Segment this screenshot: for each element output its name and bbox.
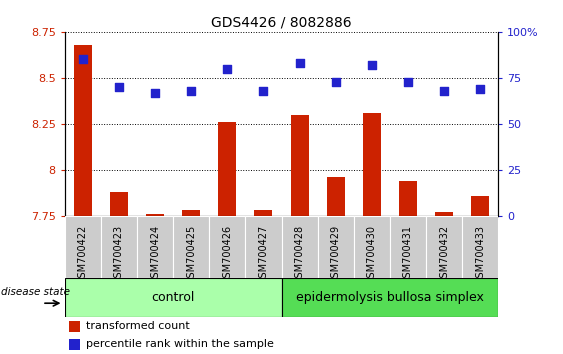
Bar [182, 210, 200, 216]
Text: GSM700432: GSM700432 [439, 225, 449, 284]
Bar [354, 216, 390, 278]
Bar [282, 216, 318, 278]
Bar [65, 278, 282, 317]
Bar [363, 113, 381, 216]
Bar [291, 115, 309, 216]
Bar [462, 216, 498, 278]
Bar [282, 278, 498, 317]
Text: percentile rank within the sample: percentile rank within the sample [87, 339, 274, 349]
Bar [209, 216, 245, 278]
Point [331, 79, 340, 84]
Bar [65, 216, 101, 278]
Text: GSM700425: GSM700425 [186, 225, 196, 285]
Bar [101, 216, 137, 278]
Point [114, 84, 123, 90]
Bar [426, 216, 462, 278]
Text: GSM700433: GSM700433 [475, 225, 485, 284]
Point [295, 60, 304, 66]
Text: GSM700424: GSM700424 [150, 225, 160, 284]
Text: GSM700431: GSM700431 [403, 225, 413, 284]
Bar [435, 212, 453, 216]
Text: control: control [151, 291, 195, 304]
Text: GSM700427: GSM700427 [258, 225, 269, 285]
Bar [245, 216, 282, 278]
Point [367, 62, 376, 68]
Bar [254, 210, 272, 216]
Bar [327, 177, 345, 216]
Text: GSM700426: GSM700426 [222, 225, 233, 284]
Text: GSM700423: GSM700423 [114, 225, 124, 284]
Bar [69, 321, 80, 332]
Text: disease state: disease state [1, 286, 70, 297]
Text: GSM700428: GSM700428 [294, 225, 305, 284]
Bar [318, 216, 354, 278]
Title: GDS4426 / 8082886: GDS4426 / 8082886 [211, 15, 352, 29]
Bar [399, 181, 417, 216]
Text: GSM700430: GSM700430 [367, 225, 377, 284]
Bar [69, 339, 80, 349]
Bar [146, 214, 164, 216]
Point [150, 90, 159, 96]
Text: GSM700429: GSM700429 [330, 225, 341, 284]
Bar [390, 216, 426, 278]
Point [440, 88, 449, 93]
Point [78, 57, 87, 62]
Point [259, 88, 268, 93]
Bar [110, 192, 128, 216]
Text: GSM700422: GSM700422 [78, 225, 88, 285]
Bar [218, 122, 236, 216]
Text: transformed count: transformed count [87, 321, 190, 331]
Point [187, 88, 196, 93]
Bar [471, 196, 489, 216]
Point [404, 79, 413, 84]
Bar [74, 45, 92, 216]
Bar [137, 216, 173, 278]
Point [223, 66, 232, 72]
Text: epidermolysis bullosa simplex: epidermolysis bullosa simplex [296, 291, 484, 304]
Point [476, 86, 485, 92]
Bar [173, 216, 209, 278]
